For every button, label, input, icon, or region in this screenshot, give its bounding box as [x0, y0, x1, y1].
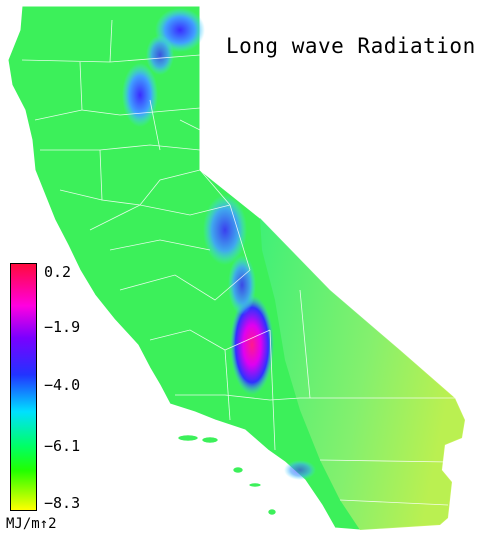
- sierra-south-anomaly: [230, 295, 274, 395]
- sierra-north-anomaly: [203, 195, 247, 265]
- legend-tick-3: −4.0: [44, 376, 81, 394]
- desert-region: [260, 218, 465, 530]
- map-title: Long wave Radiation: [226, 34, 476, 58]
- tehachapi-anomaly: [284, 460, 316, 480]
- legend-unit: MJ/m↑2: [6, 516, 57, 532]
- legend-tick-min: −8.3: [44, 494, 81, 512]
- legend-tick-2: −1.9: [44, 318, 81, 336]
- shasta-anomaly: [122, 63, 158, 127]
- sierra-mid-anomaly: [228, 255, 256, 315]
- legend-tick-4: −6.1: [44, 437, 81, 455]
- trinity-anomaly: [146, 35, 174, 75]
- county-lines: [21, 19, 455, 506]
- legend-tick-max: 0.2: [44, 263, 72, 281]
- channel-islands: [177, 434, 277, 516]
- color-scale-bar: [10, 263, 37, 511]
